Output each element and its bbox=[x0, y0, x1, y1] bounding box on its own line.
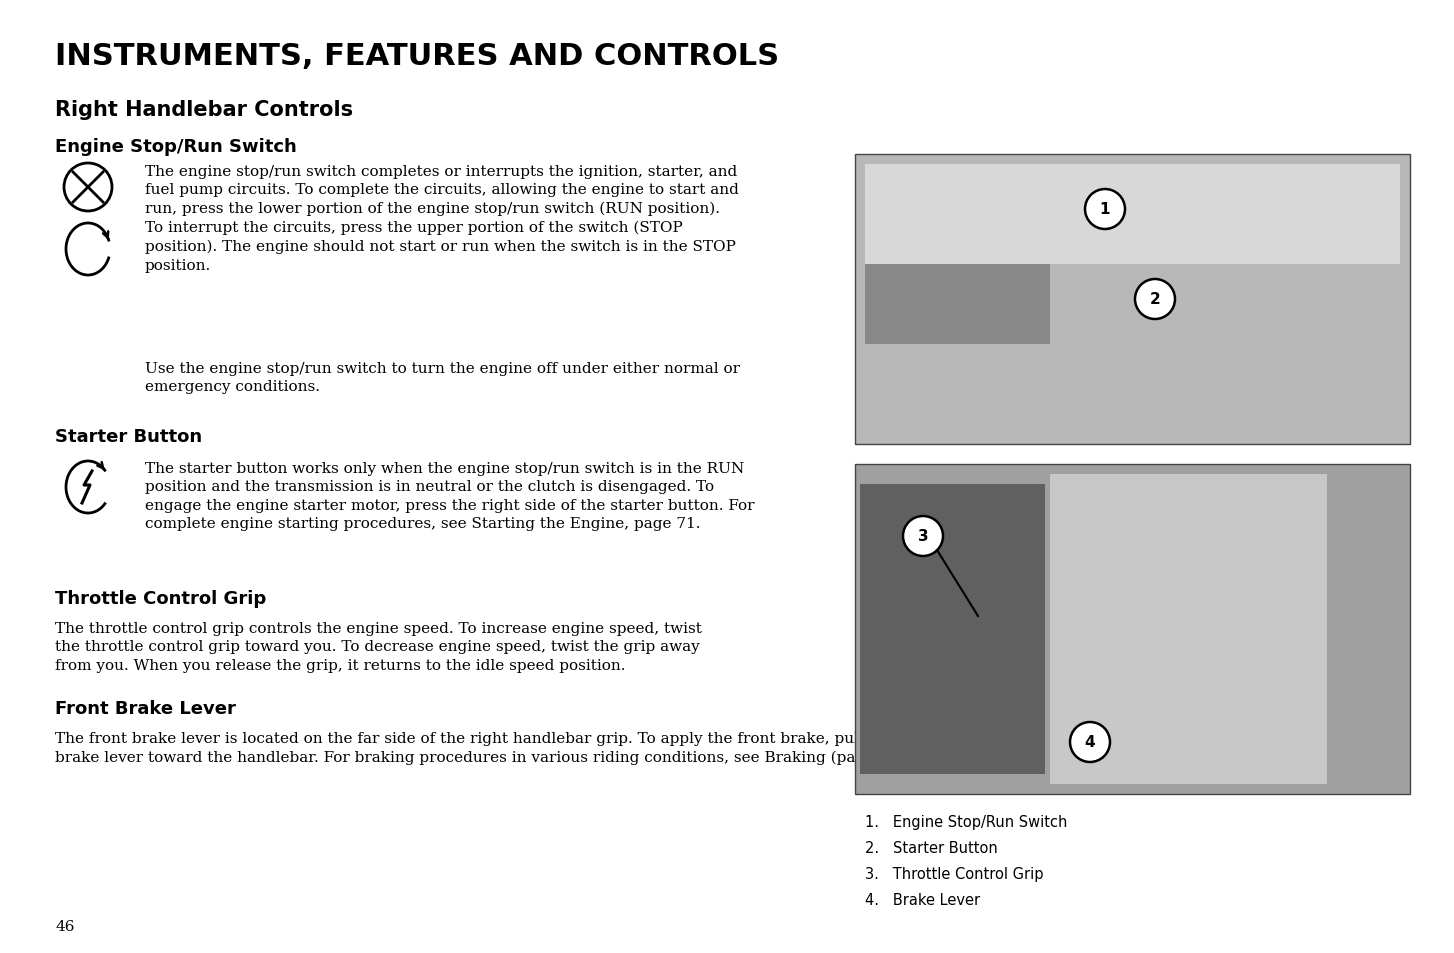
Text: Front Brake Lever: Front Brake Lever bbox=[55, 700, 236, 718]
Text: 1: 1 bbox=[1099, 202, 1111, 217]
Text: 46: 46 bbox=[55, 919, 74, 933]
Text: Starter Button: Starter Button bbox=[55, 428, 202, 446]
Text: Throttle Control Grip: Throttle Control Grip bbox=[55, 589, 266, 607]
Bar bbox=[865, 265, 1050, 345]
Circle shape bbox=[903, 517, 944, 557]
Text: Use the engine stop/run switch to turn the engine off under either normal or
eme: Use the engine stop/run switch to turn t… bbox=[145, 361, 740, 394]
Circle shape bbox=[1136, 280, 1175, 319]
Text: 2.   Starter Button: 2. Starter Button bbox=[865, 841, 997, 855]
Text: 4.   Brake Lever: 4. Brake Lever bbox=[865, 892, 980, 907]
Bar bbox=[855, 464, 1410, 794]
Text: The starter button works only when the engine stop/run switch is in the RUN
posi: The starter button works only when the e… bbox=[145, 461, 755, 531]
Bar bbox=[1050, 475, 1328, 784]
Text: 1.   Engine Stop/Run Switch: 1. Engine Stop/Run Switch bbox=[865, 814, 1067, 829]
Text: The engine stop/run switch completes or interrupts the ignition, starter, and
fu: The engine stop/run switch completes or … bbox=[145, 165, 739, 273]
Text: 4: 4 bbox=[1085, 735, 1095, 750]
Circle shape bbox=[1085, 190, 1125, 230]
Text: 2: 2 bbox=[1150, 293, 1160, 307]
Text: INSTRUMENTS, FEATURES AND CONTROLS: INSTRUMENTS, FEATURES AND CONTROLS bbox=[55, 42, 779, 71]
Text: 3: 3 bbox=[917, 529, 928, 544]
Bar bbox=[859, 484, 1045, 774]
Text: Engine Stop/Run Switch: Engine Stop/Run Switch bbox=[55, 138, 297, 156]
Circle shape bbox=[1070, 722, 1109, 762]
Text: Right Handlebar Controls: Right Handlebar Controls bbox=[55, 100, 353, 120]
Bar bbox=[865, 165, 1400, 265]
Bar bbox=[855, 154, 1410, 444]
Text: The throttle control grip controls the engine speed. To increase engine speed, t: The throttle control grip controls the e… bbox=[55, 621, 702, 672]
Text: The front brake lever is located on the far side of the right handlebar grip. To: The front brake lever is located on the … bbox=[55, 731, 936, 764]
Text: 3.   Throttle Control Grip: 3. Throttle Control Grip bbox=[865, 866, 1044, 882]
